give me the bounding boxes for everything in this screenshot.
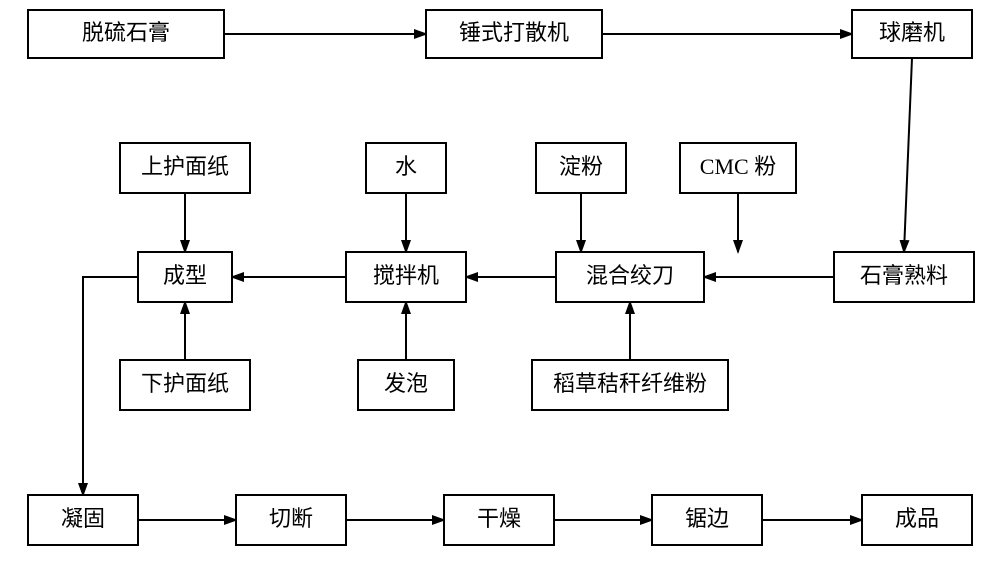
node-label: 淀粉: [559, 154, 603, 179]
node-label: 球磨机: [879, 20, 945, 45]
node-label: 凝固: [61, 506, 105, 531]
flowchart: 脱硫石膏 锤式打散机 球磨机上护面纸 水 淀粉 CMC 粉成型 搅拌机 混合绞刀 石膏熟料下护面…: [0, 0, 1000, 581]
node-n19: 成品: [862, 495, 972, 545]
node-label: 锤式打散机: [459, 20, 569, 45]
node-n1: 脱硫石膏: [28, 10, 224, 58]
node-label: 锯边: [685, 506, 729, 531]
node-label: 成品: [895, 506, 939, 531]
node-n16: 切断: [236, 495, 346, 545]
node-n4: 上护面纸: [120, 143, 250, 193]
node-label: 发泡: [384, 371, 428, 396]
node-n17: 干燥: [444, 495, 554, 545]
node-label: 石膏熟料: [860, 263, 948, 288]
node-n3: 球磨机: [852, 10, 972, 58]
node-label: 水: [395, 154, 417, 179]
node-n12: 下护面纸: [120, 360, 250, 410]
node-n14: 稻草秸秆纤维粉: [532, 360, 728, 410]
node-label: 稻草秸秆纤维粉: [553, 371, 707, 396]
node-n9: 搅拌机: [346, 252, 466, 302]
node-n6: 淀粉: [536, 143, 626, 193]
node-n5: 水: [366, 143, 446, 193]
node-label: 搅拌机: [373, 263, 439, 288]
node-label: 切断: [269, 506, 313, 531]
node-n15: 凝固: [28, 495, 138, 545]
node-label: 下护面纸: [141, 371, 229, 396]
node-label: 干燥: [477, 506, 521, 531]
node-n13: 发泡: [358, 360, 454, 410]
node-label: 成型: [163, 263, 207, 288]
node-label: 脱硫石膏: [82, 20, 170, 45]
node-n18: 锯边: [652, 495, 762, 545]
node-label: CMC 粉: [700, 154, 776, 179]
node-n10: 混合绞刀: [556, 252, 704, 302]
node-label: 上护面纸: [141, 154, 229, 179]
node-label: 混合绞刀: [586, 263, 674, 288]
node-n11: 石膏熟料: [834, 252, 974, 302]
node-n7: CMC 粉: [680, 143, 796, 193]
node-n8: 成型: [138, 252, 232, 302]
node-n2: 锤式打散机: [426, 10, 602, 58]
edge-n3-n11: [904, 58, 912, 252]
